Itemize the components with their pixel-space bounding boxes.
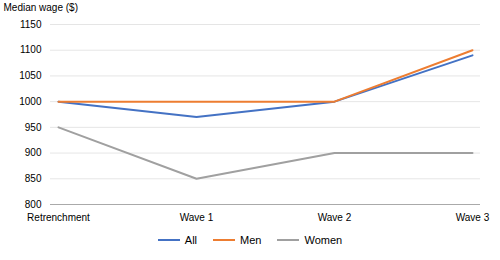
- svg-text:Wave 3: Wave 3: [456, 212, 490, 223]
- svg-text:1050: 1050: [19, 70, 42, 81]
- svg-text:Retrenchment: Retrenchment: [27, 212, 90, 223]
- svg-text:950: 950: [25, 122, 42, 133]
- svg-text:800: 800: [25, 199, 42, 210]
- svg-text:1000: 1000: [19, 96, 42, 107]
- svg-text:900: 900: [25, 147, 42, 158]
- svg-text:Wave 2: Wave 2: [318, 212, 352, 223]
- svg-text:1150: 1150: [20, 19, 42, 30]
- svg-text:Median wage ($): Median wage ($): [4, 2, 78, 13]
- html-text:Men: Men: [240, 234, 262, 246]
- svg-text:Wave 1: Wave 1: [180, 212, 214, 223]
- svg-text:850: 850: [25, 173, 42, 184]
- html-text:All: All: [184, 234, 198, 246]
- svg-text:1100: 1100: [20, 44, 42, 55]
- html-text:Women: Women: [304, 234, 343, 246]
